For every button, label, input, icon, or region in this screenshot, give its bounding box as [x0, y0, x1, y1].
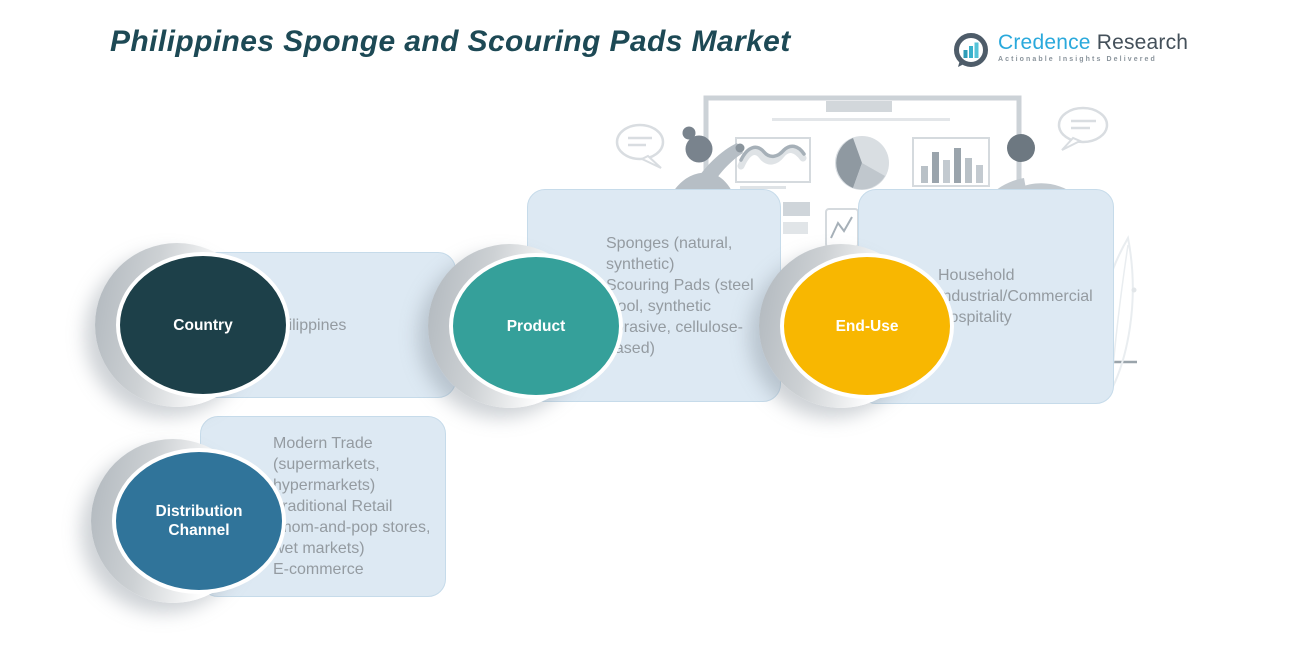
segment-item: E-commerce	[273, 561, 364, 578]
board-title-bar	[826, 101, 892, 112]
brand-name: Credence Research	[998, 31, 1188, 55]
segment-item: Modern Trade (supermarkets, hypermarkets…	[273, 435, 380, 494]
bar-chart-panel	[912, 137, 990, 187]
segment-circle-label-end-use: End-Use	[780, 253, 954, 399]
segment-circle-end-use: End-Use	[759, 244, 954, 408]
pie-chart	[835, 136, 889, 190]
segment-items-product: Sponges (natural, synthetic) Scouring Pad…	[606, 233, 776, 359]
segment-items-country: Philippines	[269, 315, 447, 336]
brand-logo: Credence Research Actionable Insights De…	[951, 31, 1188, 71]
page-title: Philippines Sponge and Scouring Pads Mar…	[110, 25, 791, 58]
bar-chart-speech-bubble-icon	[954, 33, 988, 67]
segment-item: Scouring Pads (steel wool, synthetic abr…	[606, 276, 754, 357]
speech-bubble-right	[1057, 106, 1109, 151]
segment-item: Industrial/Commercial	[938, 288, 1093, 305]
segment-circle-product: Product	[428, 244, 623, 408]
brand-name-secondary: Research	[1096, 31, 1189, 54]
board-block	[783, 202, 810, 216]
board-subtitle-line	[772, 118, 950, 121]
segment-item: Hospitality	[938, 309, 1012, 326]
segment-circle-label-distribution-channel: Distribution Channel	[112, 448, 286, 594]
segment-item: Sponges (natural, synthetic)	[606, 234, 733, 273]
segment-items-end-use: Household Industrial/Commercial Hospitalit…	[938, 265, 1111, 328]
brand-tagline: Actionable Insights Delivered	[998, 56, 1157, 63]
brand-text-block: Credence Research Actionable Insights De…	[998, 31, 1188, 63]
speech-bubble-left	[615, 123, 665, 169]
segment-circle-label-product: Product	[449, 253, 623, 399]
sparkline-panel	[825, 208, 859, 248]
segment-item: Traditional Retail (mom-and-pop stores, …	[273, 498, 431, 557]
board-block	[783, 222, 808, 234]
brand-name-primary: Credence	[998, 31, 1091, 54]
segment-item: Philippines	[269, 316, 347, 334]
segment-circle-country: Country	[95, 243, 290, 407]
segment-items-distribution-channel: Modern Trade (supermarkets, hypermarkets…	[273, 433, 439, 580]
segment-circle-label-country: Country	[116, 252, 290, 398]
line-chart-panel	[735, 137, 811, 189]
segment-circle-distribution-channel: Distribution Channel	[91, 439, 286, 603]
segment-item: Household	[938, 267, 1015, 284]
